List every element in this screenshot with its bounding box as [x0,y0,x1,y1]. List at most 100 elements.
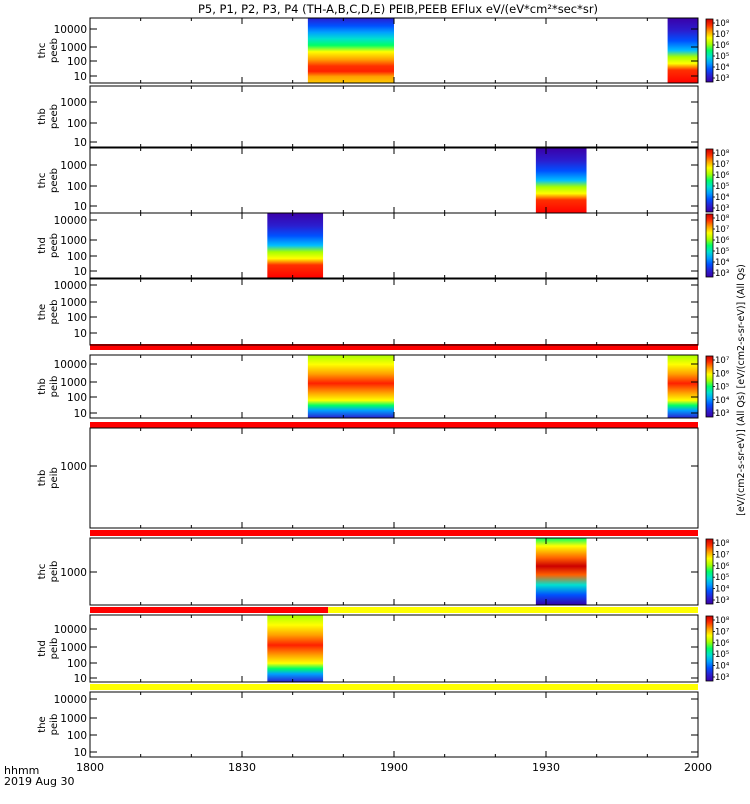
y-tick-label: 1000 [60,642,87,654]
colorbar [705,355,714,418]
colorbar-tick-label: 10⁷ [715,550,730,560]
panel-label-probe: thb [37,470,48,487]
colorbar-unit-label: [eV/(cm2-s-sr-eV)] (All Qs) [eV/(cm2-s-s… [736,264,747,516]
colorbar-tick-label: 10⁵ [715,52,729,62]
y-tick-label: 100 [67,56,87,68]
x-tick-label: 1800 [76,761,104,774]
y-tick-label: 100 [67,181,87,193]
y-tick-label: 100 [67,658,87,670]
colorbar-tick-label: 10³ [715,596,729,606]
colorbar-tick-label: 10⁶ [715,562,730,572]
panel-frame [89,278,699,346]
colorbar-tick-label: 10⁶ [715,639,730,649]
y-tick-label: 10 [74,328,87,340]
y-tick-label: 100 [67,251,87,263]
status-bar-yellow [328,607,698,613]
status-bar-red [90,530,698,536]
y-tick-label: 100 [67,730,87,742]
colorbar-tick-label: 10⁵ [715,650,729,660]
colorbar-tick-label: 10⁷ [715,30,730,40]
panel-frame [89,614,699,683]
spectrogram-block [267,213,324,278]
panel-frame [89,147,699,214]
colorbar [705,615,714,682]
colorbar-tick-label: 10⁴ [715,63,730,73]
panel-label-product: peeb [49,233,60,258]
panel-label-probe: thd [37,237,48,254]
y-tick-label: 1000 [60,297,87,309]
colorbar-tick-label: 10⁵ [715,247,729,257]
spectrogram-block [535,538,587,605]
colorbar-tick-label: 10⁶ [715,41,730,51]
y-tick-label: 1000 [60,713,87,725]
colorbar-tick-label: 10⁷ [715,627,730,637]
y-tick-label: 1000 [60,97,87,109]
spectrogram-block [307,355,394,418]
colorbar-tick-label: 10⁶ [715,236,730,246]
status-bar-red [90,422,698,428]
panel-label-product: peeb [49,168,60,193]
panel-label-product: peib [49,467,60,489]
colorbar-tick-label: 10⁴ [715,662,730,672]
y-tick-label: 1000 [60,377,87,389]
colorbar-tick-label: 10⁵ [715,383,729,393]
y-tick-label: 1000 [60,160,87,172]
x-tick-label: 1900 [380,761,408,774]
x-tick-label: 1930 [532,761,560,774]
date-label: 2019 Aug 30 [4,775,74,788]
panel-frame [89,427,699,529]
panel-frame [89,691,699,758]
y-tick-label: 10000 [54,215,87,227]
panel-label-product: peib [49,638,60,660]
x-tick-label: 1830 [228,761,256,774]
colorbar-tick-label: 10⁸ [715,616,730,626]
x-tick-label: 2000 [684,761,712,774]
colorbar [705,213,714,278]
y-tick-label: 1000 [60,567,87,579]
colorbar-tick-label: 10⁶ [715,171,730,181]
colorbar-tick-label: 10³ [715,409,729,419]
y-tick-label: 1000 [60,461,87,473]
time-format-label: hhmm [4,764,39,777]
y-tick-label: 1000 [60,235,87,247]
y-tick-label: 100 [67,312,87,324]
colorbar-tick-label: 10⁷ [715,160,730,170]
colorbar-tick-label: 10⁸ [715,539,730,549]
y-tick-label: 10000 [54,280,87,292]
y-tick-label: 10000 [54,694,87,706]
panel-label-product: peeb [49,104,60,129]
panel-label-probe: thb [37,378,48,395]
colorbar-tick-label: 10⁶ [715,369,730,379]
spectrogram-block [267,615,324,682]
y-tick-label: 10000 [54,24,87,36]
panel-label-probe: thb [37,108,48,125]
panel-label-product: peib [49,561,60,583]
colorbar-tick-label: 10⁷ [715,225,730,235]
colorbar-tick-label: 10⁴ [715,258,730,268]
colorbar-tick-label: 10⁸ [715,149,730,159]
panel-frame [89,85,699,148]
panel-label-probe: the [37,304,48,320]
y-tick-label: 10 [74,266,87,278]
colorbar-tick-label: 10⁴ [715,585,730,595]
panel-label-product: peeb [49,38,60,63]
colorbar-tick-label: 10⁸ [715,214,730,224]
panel-label-product: peib [49,376,60,398]
y-tick-label: 10000 [54,359,87,371]
colorbar-tick-label: 10³ [715,269,729,279]
panel-frame [89,212,699,279]
colorbar-tick-label: 10⁵ [715,573,729,583]
y-tick-label: 100 [67,118,87,130]
colorbar-tick-label: 10⁸ [715,19,730,29]
spectrogram-block [667,18,698,83]
y-tick-label: 1000 [60,42,87,54]
colorbar-tick-label: 10³ [715,204,729,214]
y-tick-label: 10 [74,71,87,83]
status-bar-red [90,607,329,613]
status-bar-red [90,344,698,350]
colorbar-tick-label: 10⁷ [715,356,730,366]
panel-label-probe: the [37,716,48,732]
spectrogram-block [535,148,587,213]
y-tick-label: 10000 [54,624,87,636]
